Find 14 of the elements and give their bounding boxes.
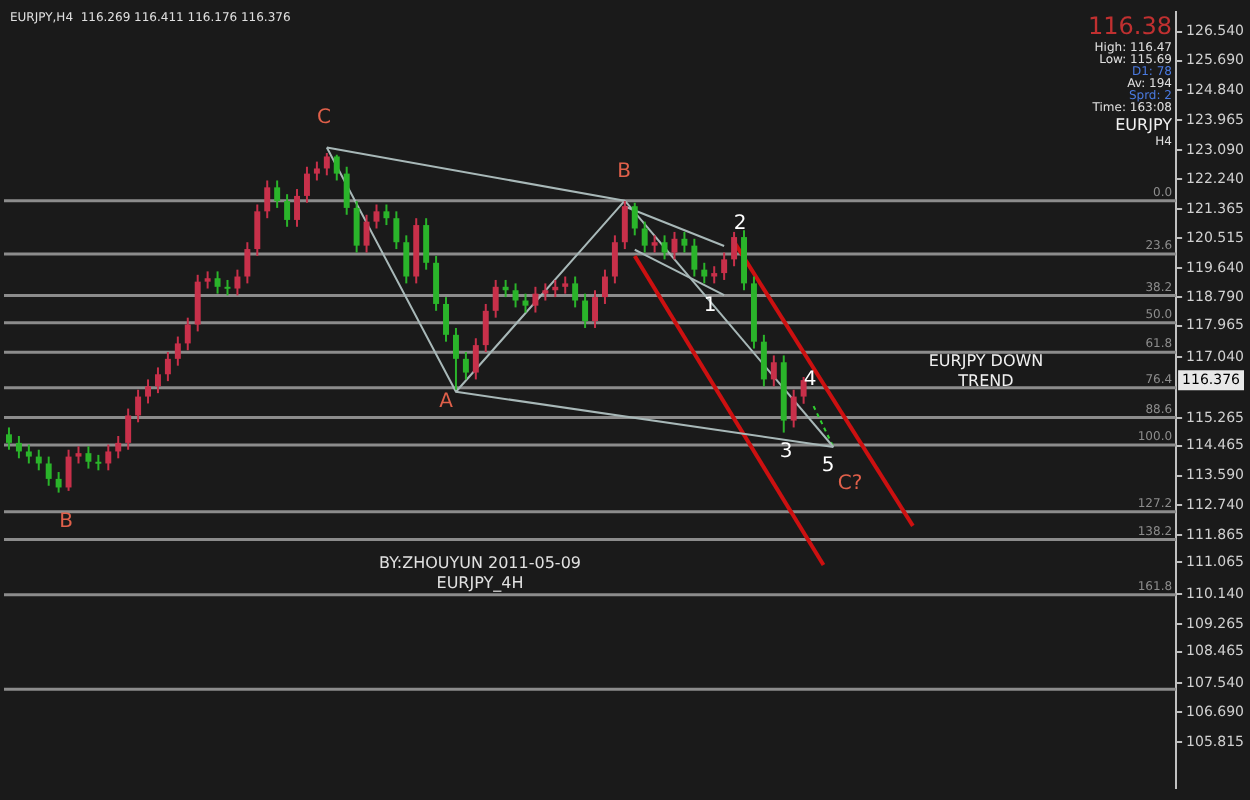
annotation: 4 bbox=[803, 369, 817, 392]
annotation: 116.38 bbox=[1088, 12, 1172, 41]
annotation: 2 bbox=[733, 213, 747, 236]
annotation: 1 bbox=[703, 295, 717, 318]
annotation: EURJPY bbox=[1115, 116, 1173, 135]
annotation: BY:ZHOUYUN 2011-05-09 EURJPY_4H bbox=[379, 554, 581, 593]
annotation: 3 bbox=[779, 441, 793, 464]
annotation: B bbox=[59, 511, 74, 534]
annotation: A bbox=[439, 391, 454, 414]
annotation: 5 bbox=[821, 455, 835, 478]
annotation: C bbox=[317, 107, 332, 130]
annotation: B bbox=[617, 161, 632, 184]
annotation: EURJPY DOWN TREND bbox=[928, 352, 1044, 391]
annotation: C? bbox=[837, 473, 863, 496]
